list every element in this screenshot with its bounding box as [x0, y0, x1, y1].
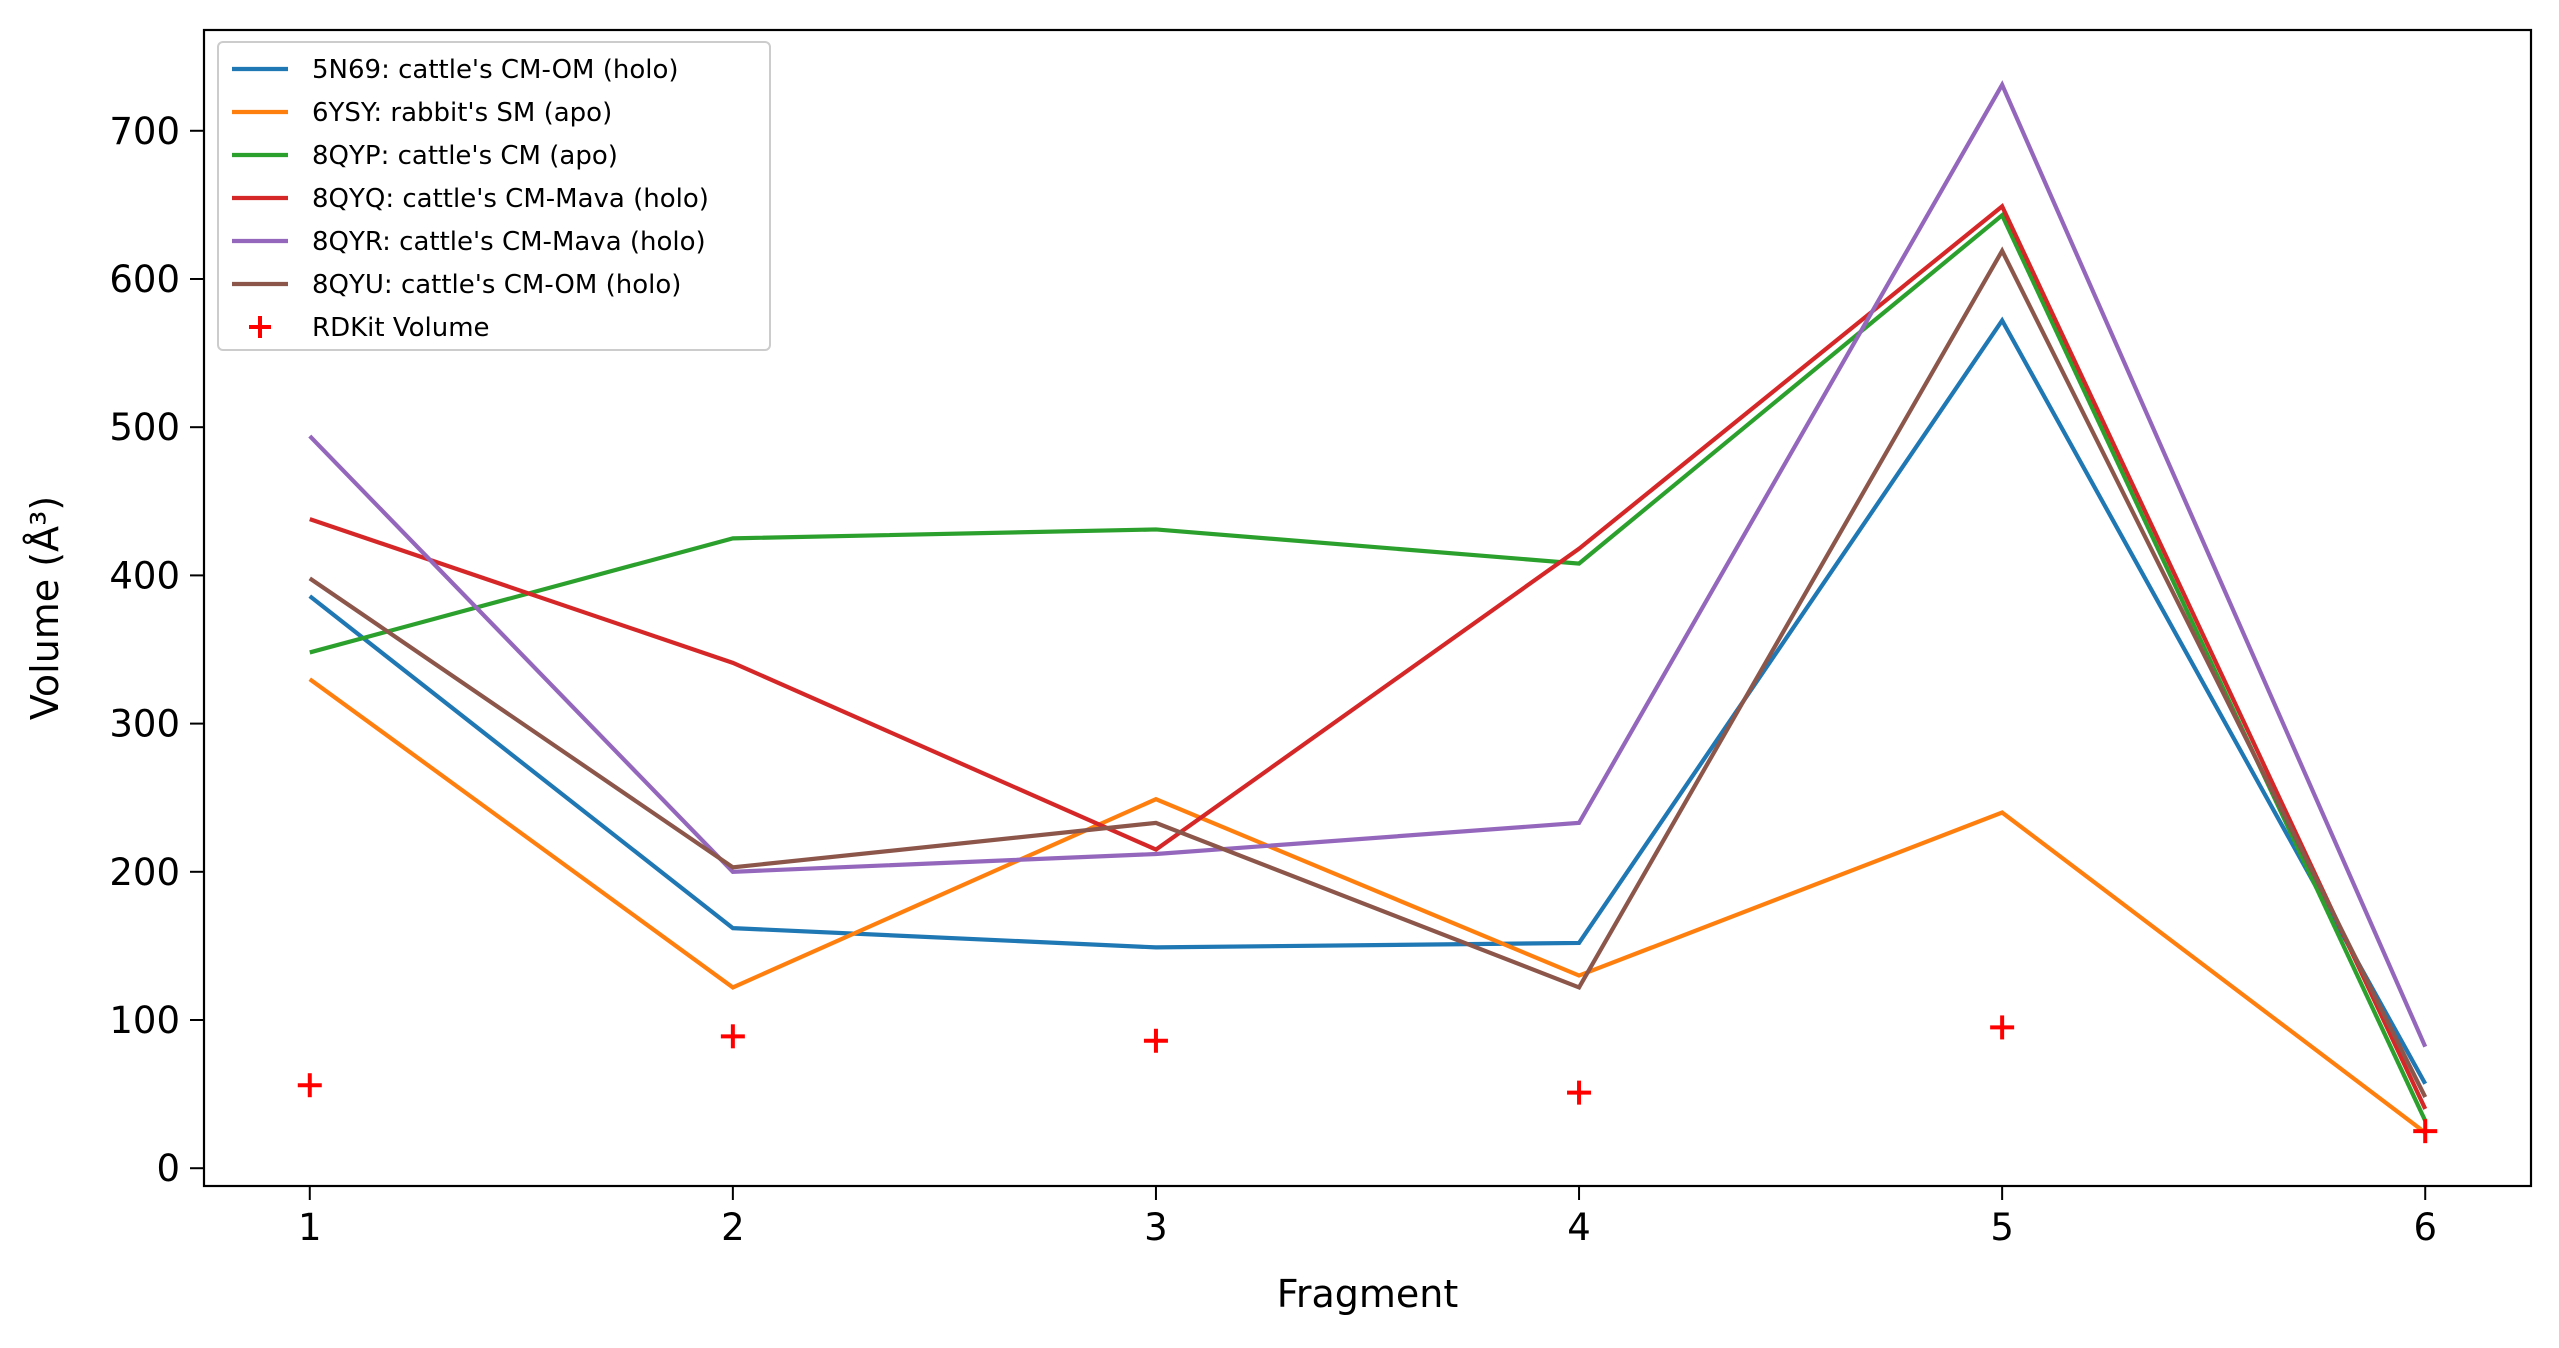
- series-line-1: [308, 677, 2427, 1135]
- series-line-3: [309, 203, 2428, 1110]
- y-tick-label: 100: [109, 999, 180, 1042]
- y-tick-label: 600: [109, 258, 180, 301]
- rdkit-volume-point: [720, 1024, 745, 1049]
- y-tick-label: 500: [109, 406, 180, 449]
- series-group: [308, 80, 2428, 1135]
- legend-entry-label: 8QYP: cattle's CM (apo): [312, 141, 618, 171]
- rdkit-volume-point: [1567, 1080, 1592, 1105]
- series-line-5: [308, 246, 2428, 1099]
- series-line-2: [309, 211, 2428, 1122]
- series-line-0: [308, 316, 2428, 1085]
- x-tick-label: 2: [721, 1206, 745, 1249]
- x-tick-label: 4: [1567, 1206, 1591, 1249]
- series-line-4: [308, 80, 2428, 1048]
- x-tick-label: 6: [2413, 1206, 2437, 1249]
- legend-entry-label: 5N69: cattle's CM-OM (holo): [312, 55, 679, 85]
- y-tick-label: 700: [109, 110, 180, 153]
- legend-box: [217, 41, 771, 351]
- x-tick-label: 5: [1990, 1206, 2014, 1249]
- rdkit-volume-point: [1990, 1015, 2015, 1040]
- y-axis-label: Volume (Å³): [23, 496, 67, 720]
- x-axis-label: Fragment: [1277, 1272, 1459, 1316]
- x-tick-label: 3: [1144, 1206, 1168, 1249]
- x-tick-label: 1: [298, 1206, 322, 1249]
- legend-entry-label: 8QYQ: cattle's CM-Mava (holo): [312, 184, 709, 214]
- legend-entry-label: 8QYU: cattle's CM-OM (holo): [312, 270, 681, 300]
- legend-entry-label: 8QYR: cattle's CM-Mava (holo): [312, 227, 706, 257]
- axes: 1 2 3 4 5 6 0 100 200 300 400 500 600 700: [109, 110, 2437, 1249]
- y-tick-label: 300: [109, 703, 180, 746]
- rdkit-volume-point: [297, 1073, 322, 1098]
- scatter-group: [297, 1015, 2438, 1144]
- y-tick-label: 200: [109, 851, 180, 894]
- rdkit-volume-point: [2413, 1119, 2438, 1144]
- legend: 5N69: cattle's CM-OM (holo) 6YSY: rabbit'…: [217, 41, 771, 351]
- y-tick-label: 0: [156, 1147, 180, 1190]
- y-tick-label: 400: [109, 554, 180, 597]
- rdkit-volume-point: [1143, 1028, 1168, 1053]
- legend-entry-label: 6YSY: rabbit's SM (apo): [312, 98, 612, 128]
- plot-frame: [202, 28, 2533, 1188]
- legend-entry-label: RDKit Volume: [312, 313, 490, 343]
